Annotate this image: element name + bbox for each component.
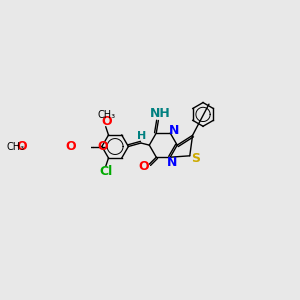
Text: CH₃: CH₃	[7, 142, 25, 152]
Text: CH₃: CH₃	[97, 110, 116, 121]
Text: N: N	[169, 124, 179, 137]
Text: S: S	[191, 152, 200, 165]
Text: O: O	[101, 115, 112, 128]
Text: O: O	[97, 140, 108, 153]
Text: H: H	[137, 131, 146, 141]
Text: O: O	[65, 140, 76, 153]
Text: N: N	[167, 156, 177, 169]
Text: Cl: Cl	[99, 165, 112, 178]
Text: O: O	[138, 160, 149, 173]
Text: NH: NH	[149, 107, 170, 120]
Text: O: O	[16, 140, 27, 153]
